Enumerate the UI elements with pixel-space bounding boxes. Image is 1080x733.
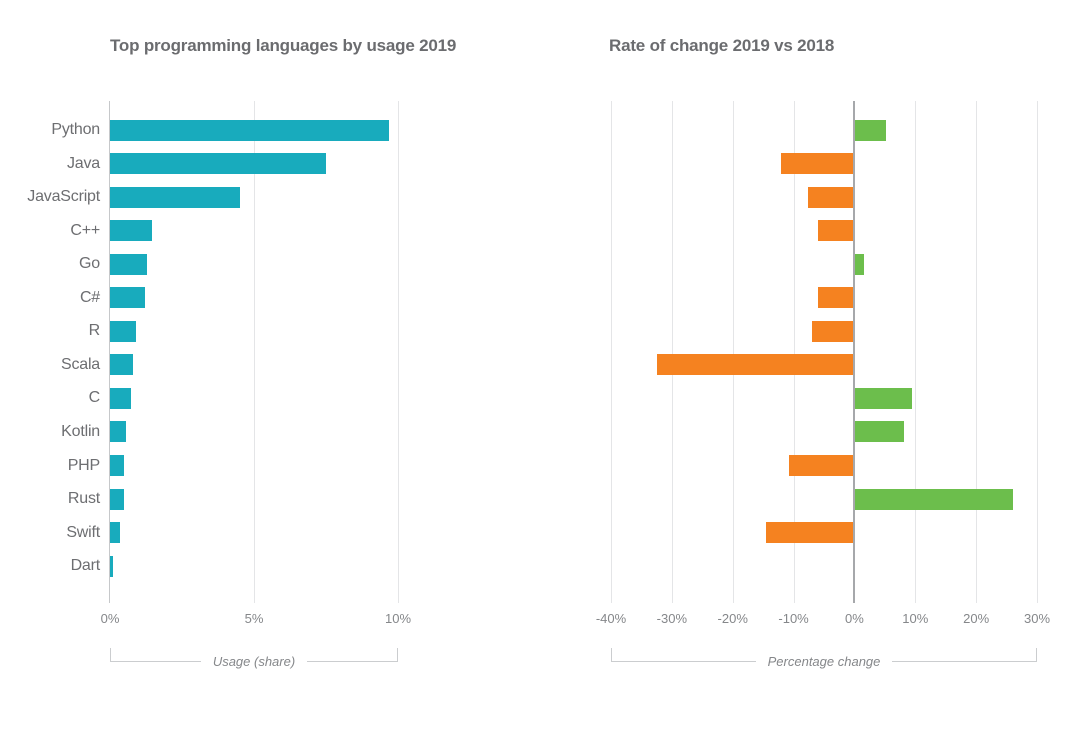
bar-c — [110, 287, 145, 309]
category-label-php: PHP — [67, 456, 101, 474]
category-label-python: Python — [51, 121, 100, 138]
gridline — [1037, 101, 1038, 603]
bar-java — [780, 153, 855, 175]
bar-php — [789, 455, 855, 476]
category-label-rust: Rust — [67, 490, 100, 508]
bar-scala — [656, 354, 855, 376]
x-axis-bracket-usage: Usage (share) — [110, 648, 398, 675]
bar-rust — [854, 488, 1013, 510]
x-tick-label: 30% — [1023, 611, 1051, 626]
x-axis-bracket-change: Percentage change — [611, 648, 1038, 675]
zero-axis-line — [109, 101, 110, 603]
bar-rust — [110, 488, 124, 510]
bar-swift — [765, 522, 855, 544]
category-label-java: Java — [67, 154, 100, 172]
category-label-c: C — [88, 389, 101, 407]
gridline — [398, 101, 399, 603]
bracket-line-right — [307, 648, 398, 662]
x-tick-label: -40% — [595, 611, 627, 626]
category-label-c: C++ — [70, 221, 100, 239]
x-axis-title-usage: Usage (share) — [212, 654, 296, 669]
x-tick-label: 5% — [244, 611, 264, 626]
gridline — [671, 101, 673, 603]
bar-c — [110, 220, 152, 242]
gridline — [254, 101, 255, 603]
bar-python — [854, 119, 887, 141]
bar-javascript — [807, 186, 855, 208]
x-tick-label: -30% — [656, 611, 688, 626]
bar-dart — [110, 555, 113, 577]
category-label-dart: Dart — [70, 557, 101, 575]
x-tick-label: -20% — [717, 611, 748, 626]
category-label-scala: Scala — [60, 355, 100, 373]
zero-axis-line — [853, 101, 856, 603]
gridline — [915, 101, 917, 603]
bar-c — [817, 220, 855, 242]
bar-java — [110, 153, 326, 175]
gridline — [793, 101, 795, 603]
gridline — [976, 101, 978, 603]
x-tick-label: 10% — [384, 611, 412, 626]
x-axis-title-change: Percentage change — [767, 654, 881, 669]
bracket-line-right — [892, 648, 1038, 662]
category-label-javascript: JavaScript — [27, 188, 100, 206]
category-label-c: C# — [79, 288, 100, 306]
gridline — [611, 101, 612, 603]
category-label-kotlin: Kotlin — [61, 422, 100, 440]
bar-c — [854, 387, 913, 409]
bar-go — [110, 253, 148, 275]
x-tick-label: 0% — [100, 611, 120, 626]
x-tick-label: 0% — [845, 611, 864, 626]
bar-kotlin — [854, 421, 905, 443]
x-tick-label: -10% — [778, 611, 809, 626]
chart-title-rate-of-change: Rate of change 2019 vs 2018 — [609, 36, 835, 55]
chart-title-usage: Top programming languages by usage 2019 — [110, 36, 457, 55]
bar-r — [110, 320, 136, 342]
bar-python — [110, 119, 390, 141]
bar-php — [110, 455, 124, 476]
bar-go — [854, 253, 864, 275]
bar-c — [110, 387, 131, 409]
bar-swift — [110, 522, 121, 544]
category-label-go: Go — [79, 255, 100, 273]
bracket-line-left — [611, 648, 756, 662]
bar-r — [811, 320, 855, 342]
bar-javascript — [110, 186, 240, 208]
bar-c — [817, 287, 855, 309]
bar-scala — [110, 354, 134, 376]
bar-kotlin — [110, 421, 126, 443]
bracket-line-left — [110, 648, 201, 662]
x-tick-label: 20% — [963, 611, 990, 626]
x-tick-label: 10% — [902, 611, 929, 626]
category-label-swift: Swift — [66, 523, 100, 541]
gridline — [732, 101, 734, 603]
category-label-r: R — [88, 322, 101, 340]
